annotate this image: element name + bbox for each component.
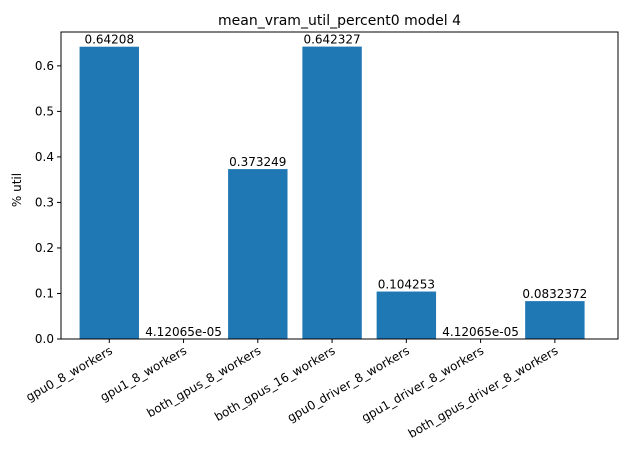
y-tick-label: 0.6 [35,59,54,73]
data-label-gpu1_8_workers: 4.12065e-05 [145,325,222,339]
chart-title: mean_vram_util_percent0 model 4 [218,13,461,29]
bar-both_gpus_driver_8_workers [525,301,585,339]
data-label-gpu1_driver_8_workers: 4.12065e-05 [442,325,519,339]
bars-group [79,46,585,340]
x-tick-label-both_gpus_16_workers: both_gpus_16_workers [212,343,337,424]
x-tick-label-gpu0_driver_8_workers: gpu0_driver_8_workers [285,343,412,424]
y-axis-label: % util [10,173,24,207]
y-tick-label: 0.5 [35,104,54,118]
data-label-gpu0_8_workers: 0.64208 [84,33,134,47]
data-label-both_gpus_16_workers: 0.642327 [303,33,360,47]
x-tick-label-both_gpus_driver_8_workers: both_gpus_driver_8_workers [406,343,561,440]
bar-both_gpus_16_workers [302,46,362,340]
y-tick-label: 0.1 [35,286,54,300]
y-ticks-group: 0.0 0.1 0.2 0.3 0.4 0.5 0.6 [35,59,61,346]
plot-frame [60,31,619,340]
data-label-gpu0_driver_8_workers: 0.104253 [378,278,435,292]
y-tick-label: 0.4 [35,150,54,164]
y-tick-label: 0.0 [35,332,54,346]
x-ticks-group: gpu0_8_workersgpu1_8_workersboth_gpus_8_… [24,339,561,441]
bar-gpu0_driver_8_workers [376,291,437,339]
data-labels-group: 0.64208 4.12065e-05 0.373249 0.642327 0.1042… [84,33,587,339]
y-tick-label: 0.2 [35,241,54,255]
bar-gpu0_8_workers [79,46,139,339]
x-tick-label-gpu1_driver_8_workers: gpu1_driver_8_workers [359,343,486,424]
data-label-both_gpus_8_workers: 0.373249 [229,155,286,169]
data-label-both_gpus_driver_8_workers: 0.0832372 [522,287,587,301]
bar-both_gpus_8_workers [228,169,288,339]
y-tick-label: 0.3 [35,195,54,209]
